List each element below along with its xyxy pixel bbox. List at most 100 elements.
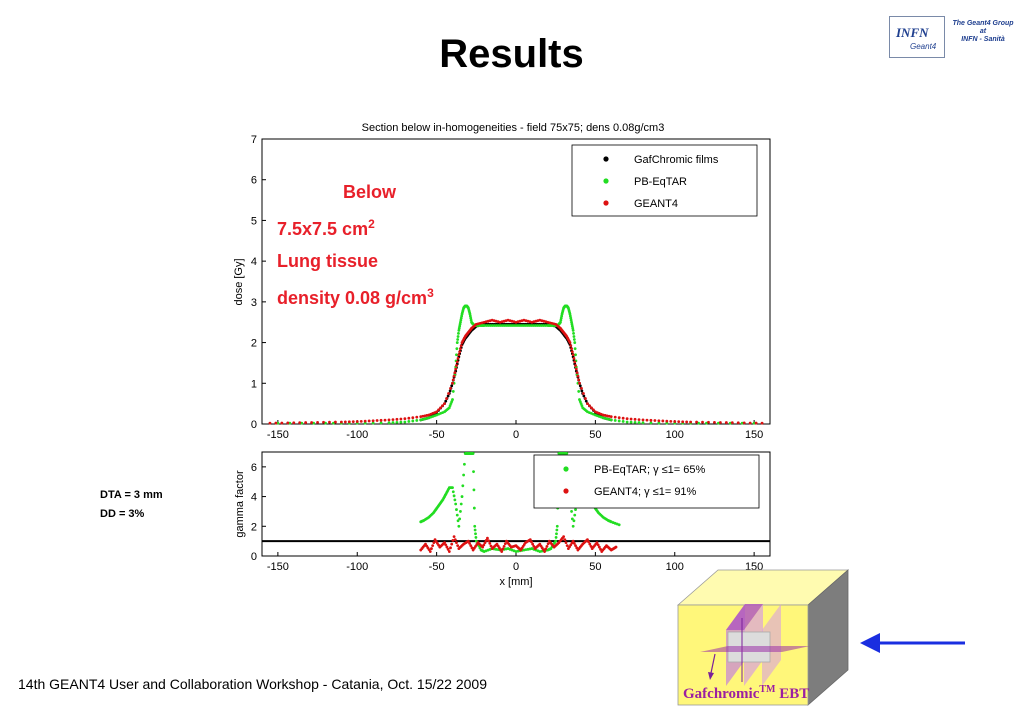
dose-series-2 xyxy=(268,318,764,425)
gamma-point xyxy=(474,536,478,539)
dose-y-tick-label: 1 xyxy=(251,378,257,390)
dose-point xyxy=(540,324,544,327)
logo-caption-line: INFN - Sanità xyxy=(961,36,1005,43)
dose-point xyxy=(403,417,407,421)
legend-label-films: GafChromic films xyxy=(634,154,719,166)
dose-point xyxy=(508,324,512,327)
gamma-point xyxy=(571,524,575,528)
gamma-point xyxy=(572,519,576,523)
dose-point xyxy=(665,419,669,423)
gamma-point xyxy=(555,524,559,528)
dose-point xyxy=(339,420,343,424)
dose-point xyxy=(451,381,454,385)
dose-point xyxy=(399,417,403,421)
dose-point xyxy=(304,421,308,424)
legend-label-geant4-gamma: GEANT4; γ ≤1= 91% xyxy=(594,486,697,498)
dose-point xyxy=(613,415,617,419)
gamma-point xyxy=(456,544,460,547)
dose-point xyxy=(520,324,524,327)
dose-point xyxy=(695,420,698,424)
dose-point xyxy=(512,324,516,327)
dose-point xyxy=(538,324,542,327)
dose-point xyxy=(578,381,581,385)
dose-point xyxy=(591,408,595,412)
dose-point xyxy=(455,360,459,364)
dose-point xyxy=(504,324,508,327)
dose-point xyxy=(573,360,577,364)
dose-point xyxy=(629,420,633,424)
dose-point xyxy=(455,353,458,357)
dose-point xyxy=(633,417,637,421)
dose-point xyxy=(522,324,526,327)
gamma-point xyxy=(452,535,456,539)
dose-point xyxy=(677,420,681,424)
legend-label-pb: PB-EqTAR xyxy=(634,176,687,188)
dose-point xyxy=(383,418,387,422)
gamma-point xyxy=(554,536,558,539)
infn-logo: INFN Geant4 xyxy=(889,16,945,58)
dose-point xyxy=(584,397,587,400)
dose-point xyxy=(625,417,629,421)
dose-point xyxy=(490,324,494,327)
dose-point xyxy=(641,418,645,422)
dose-point xyxy=(576,374,580,378)
gamma-point xyxy=(587,540,591,544)
gamma-criteria: DTA = 3 mm DD = 3% xyxy=(100,486,163,524)
dose-point xyxy=(415,415,419,419)
dose-point xyxy=(367,419,371,423)
dose-point xyxy=(488,324,492,327)
gamma-point xyxy=(503,542,507,546)
gamma-x-tick-label: -100 xyxy=(346,561,368,573)
dose-point xyxy=(268,421,272,425)
dose-point xyxy=(451,398,454,401)
dose-point xyxy=(446,394,450,398)
dose-x-tick-label: -150 xyxy=(267,429,289,441)
gamma-point xyxy=(484,539,488,542)
dose-point xyxy=(617,416,621,420)
dose-point xyxy=(748,421,752,425)
dose-x-tick-label: 0 xyxy=(513,429,519,441)
dose-point xyxy=(516,324,520,327)
dose-point xyxy=(568,341,572,344)
dose-point xyxy=(657,421,661,425)
gamma-point xyxy=(478,546,482,550)
gamma-point xyxy=(431,544,435,547)
dose-point xyxy=(387,418,391,422)
dose-point xyxy=(310,421,314,424)
dose-point xyxy=(574,364,577,367)
gamma-point xyxy=(473,524,477,528)
gamma-point xyxy=(449,546,452,550)
dose-point xyxy=(375,419,379,422)
gamma-point xyxy=(483,541,487,545)
dose-point xyxy=(657,419,661,423)
dose-point xyxy=(371,419,375,423)
gamma-point xyxy=(456,519,460,523)
dose-y-tick-label: 6 xyxy=(251,175,257,187)
gamma-point xyxy=(544,547,548,551)
gamma-point xyxy=(463,462,466,466)
dose-point xyxy=(458,350,462,354)
gamma-point xyxy=(432,541,436,545)
gamma-point xyxy=(531,542,535,546)
gamma-point xyxy=(489,544,493,548)
dose-point xyxy=(645,418,649,422)
dose-point xyxy=(760,421,764,425)
gamma-point xyxy=(573,513,577,517)
dose-point xyxy=(580,386,583,390)
dose-point xyxy=(286,421,290,425)
gamma-point xyxy=(617,523,621,527)
gamma-point xyxy=(596,543,600,547)
detector-phantom-icon xyxy=(676,569,850,706)
gamma-point xyxy=(488,541,492,545)
dose-point xyxy=(455,364,458,367)
dose-point xyxy=(415,419,419,422)
gamma-point xyxy=(428,550,432,553)
dose-point xyxy=(395,420,399,424)
dose-point xyxy=(572,356,576,360)
dose-point xyxy=(391,421,395,424)
gamma-point xyxy=(451,539,455,542)
gamma-point xyxy=(482,543,486,547)
dose-y-axis-label: dose [Gy] xyxy=(233,258,245,305)
dose-legend-box xyxy=(571,144,758,217)
dose-point xyxy=(355,420,359,423)
